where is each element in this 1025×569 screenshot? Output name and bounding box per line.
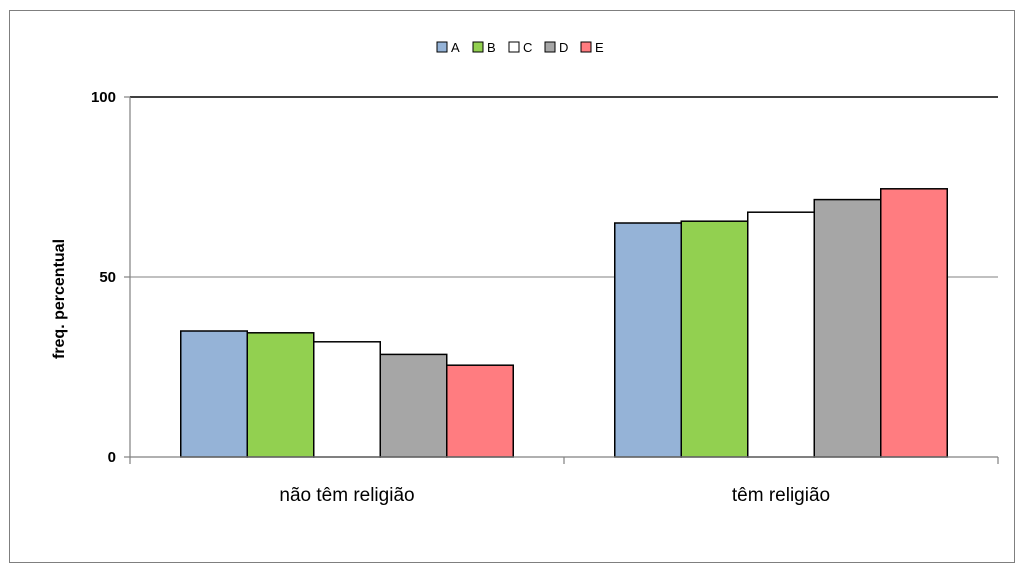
axes: [124, 96, 999, 464]
legend-swatch-C: [508, 41, 520, 53]
y-tick-labels: 0 50 100: [91, 89, 116, 466]
bar-C-0: [313, 341, 381, 458]
legend-label-C: C: [523, 40, 532, 55]
bar-B-0: [246, 332, 315, 458]
y-tick-label: 50: [99, 269, 116, 286]
legend-swatch-B: [472, 41, 484, 53]
bar-E-0: [446, 364, 514, 458]
y-axis-title: freq. percentual: [51, 239, 68, 359]
legend-label-A: A: [451, 40, 460, 55]
bar-B-1: [680, 220, 749, 458]
y-tick-label: 0: [108, 449, 116, 466]
legend-label-B: B: [487, 40, 496, 55]
x-category-label: têm religião: [732, 485, 830, 506]
x-category-labels: não têm religião têm religião: [279, 485, 830, 506]
legend-label-D: D: [559, 40, 568, 55]
bar-E-1: [880, 188, 948, 458]
legend-label-E: E: [595, 40, 604, 55]
bar-C-1: [747, 211, 815, 458]
legend-swatch-A: [436, 41, 448, 53]
y-tick-label: 100: [91, 89, 116, 106]
legend-swatch-D: [544, 41, 556, 53]
x-category-label: não têm religião: [279, 485, 414, 506]
bar-A-1: [614, 222, 682, 458]
bar-A-0: [180, 330, 248, 458]
legend: A B C D E: [436, 40, 604, 55]
bar-D-0: [379, 353, 448, 458]
legend-swatch-E: [580, 41, 592, 53]
bar-D-1: [813, 198, 882, 458]
bars: [180, 188, 948, 458]
